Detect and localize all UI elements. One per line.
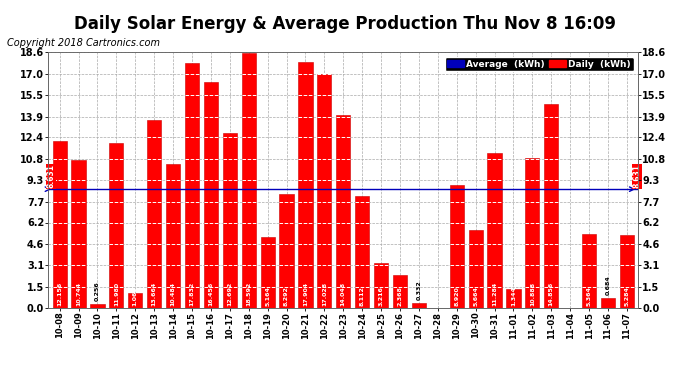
Text: 10.744: 10.744 bbox=[76, 282, 81, 306]
Text: 18.592: 18.592 bbox=[246, 282, 251, 306]
Bar bbox=[374, 263, 388, 308]
Text: Copyright 2018 Cartronics.com: Copyright 2018 Cartronics.com bbox=[7, 38, 160, 48]
Bar bbox=[52, 141, 67, 308]
Text: 8.631: 8.631 bbox=[47, 165, 56, 189]
Bar bbox=[393, 275, 407, 308]
Bar bbox=[241, 53, 256, 308]
Text: 8.920: 8.920 bbox=[454, 286, 460, 306]
Text: 0.332: 0.332 bbox=[416, 280, 422, 300]
Text: 11.980: 11.980 bbox=[114, 282, 119, 306]
Bar bbox=[469, 230, 483, 308]
Text: 5.664: 5.664 bbox=[473, 286, 478, 306]
Bar bbox=[355, 196, 369, 308]
Bar bbox=[525, 158, 540, 308]
Bar bbox=[450, 185, 464, 308]
Text: 5.284: 5.284 bbox=[624, 286, 629, 306]
Bar bbox=[185, 63, 199, 308]
Text: 17.028: 17.028 bbox=[322, 282, 327, 306]
Bar bbox=[582, 234, 596, 308]
Bar bbox=[261, 237, 275, 308]
Bar bbox=[72, 160, 86, 308]
Bar bbox=[223, 134, 237, 308]
Bar bbox=[412, 303, 426, 307]
Text: 17.832: 17.832 bbox=[190, 282, 195, 306]
Text: 1.344: 1.344 bbox=[511, 286, 516, 306]
Text: 16.456: 16.456 bbox=[208, 282, 213, 306]
Text: 5.364: 5.364 bbox=[586, 286, 591, 306]
Text: 8.631: 8.631 bbox=[633, 165, 642, 189]
Text: 17.904: 17.904 bbox=[303, 282, 308, 306]
Text: 8.292: 8.292 bbox=[284, 286, 289, 306]
Text: Daily Solar Energy & Average Production Thu Nov 8 16:09: Daily Solar Energy & Average Production … bbox=[74, 15, 616, 33]
Bar bbox=[90, 304, 105, 307]
Bar bbox=[620, 235, 634, 308]
Text: 14.856: 14.856 bbox=[549, 282, 554, 306]
Text: 12.156: 12.156 bbox=[57, 282, 62, 306]
Text: 8.112: 8.112 bbox=[359, 286, 365, 306]
Text: 2.368: 2.368 bbox=[397, 286, 402, 306]
Bar bbox=[147, 120, 161, 308]
Bar bbox=[109, 143, 124, 308]
Text: 12.692: 12.692 bbox=[227, 282, 233, 306]
Bar bbox=[487, 153, 502, 308]
Bar bbox=[506, 289, 520, 308]
Legend: Average  (kWh), Daily  (kWh): Average (kWh), Daily (kWh) bbox=[444, 57, 633, 71]
Bar bbox=[544, 104, 558, 308]
Bar bbox=[601, 298, 615, 307]
Text: 0.684: 0.684 bbox=[606, 276, 611, 296]
Text: 13.664: 13.664 bbox=[152, 282, 157, 306]
Text: 10.888: 10.888 bbox=[530, 282, 535, 306]
Bar bbox=[279, 194, 294, 308]
Bar bbox=[298, 62, 313, 308]
Text: 3.216: 3.216 bbox=[379, 286, 384, 306]
Bar bbox=[336, 115, 351, 308]
Text: 14.048: 14.048 bbox=[341, 282, 346, 306]
Text: 11.284: 11.284 bbox=[492, 282, 497, 306]
Text: 5.164: 5.164 bbox=[265, 286, 270, 306]
Bar bbox=[317, 74, 331, 308]
Text: 10.484: 10.484 bbox=[170, 282, 175, 306]
Text: 1.060: 1.060 bbox=[132, 286, 138, 306]
Bar bbox=[166, 164, 180, 308]
Text: 0.256: 0.256 bbox=[95, 282, 100, 301]
Bar bbox=[128, 293, 142, 308]
Bar bbox=[204, 82, 218, 308]
